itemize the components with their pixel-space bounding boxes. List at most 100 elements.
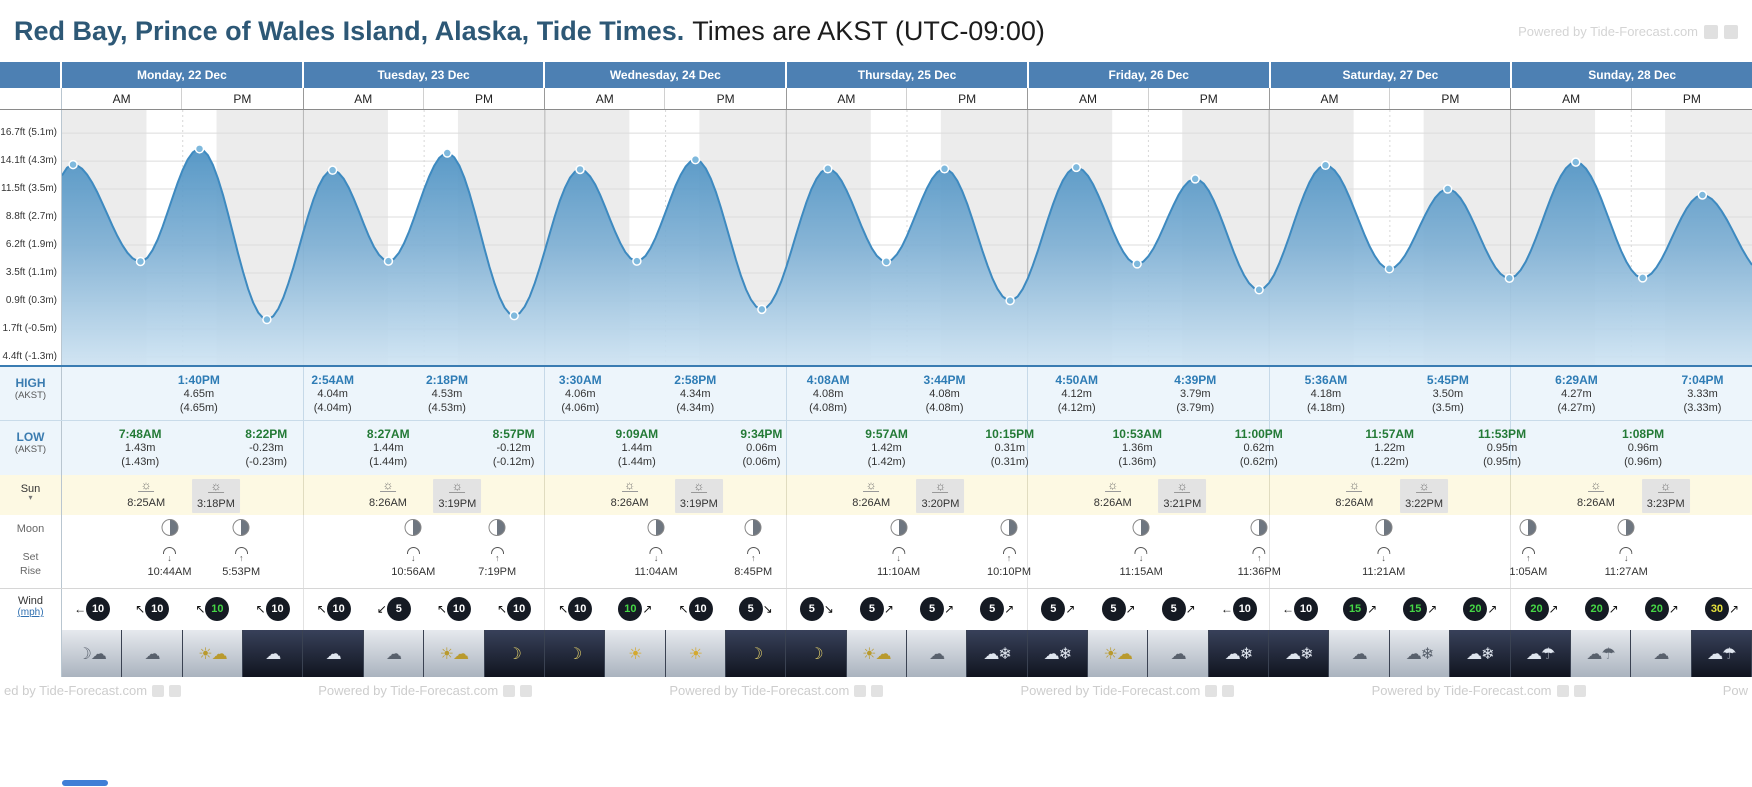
weather-icon-tile: ☁ xyxy=(363,630,425,677)
moon-setrise-entry: ↓ 11:04AM xyxy=(634,547,678,580)
tide-height-m: 1.36m xyxy=(1121,442,1153,454)
tide-height-m-paren: (4.65m) xyxy=(179,401,218,414)
tide-height-m: 0.31m xyxy=(994,442,1026,454)
weather-day-cell: ☁❄ ☀☁ ☁ ☁❄ xyxy=(1027,630,1270,677)
social-icon[interactable] xyxy=(1205,684,1218,697)
footer-watermark-link[interactable]: Pow xyxy=(1723,683,1748,698)
moon-day-cell xyxy=(304,515,546,543)
footer-watermark-link[interactable]: Powered by Tide-Forecast.com xyxy=(318,683,533,698)
moon-setrise-arrow-icon: ↑ xyxy=(1526,553,1531,563)
row-label-akst: (AKST) xyxy=(14,444,47,455)
moon-setrise-time: 7:19PM xyxy=(478,566,517,578)
wind-row: Wind (mph) ← 10 ↖ 10 ↖ 10 ↖ 10 ↖ 10 ↙ 5 ↖ 10 ↖ 10 ↖ 10 10 ↗ ↖ 1… xyxy=(0,588,1752,630)
wind-entry: ← 10 xyxy=(1282,597,1318,621)
day-label: Sunday, 28 Dec xyxy=(1588,68,1677,82)
wind-speed-badge: 5 xyxy=(799,597,824,621)
am-label: AM xyxy=(787,88,908,109)
tide-low-entry: 11:00PM 0.62m (0.62m) xyxy=(1235,427,1283,470)
moon-setrise-arrow-icon: ↓ xyxy=(167,553,172,563)
wind-speed-badge: 30 xyxy=(1704,597,1729,621)
wind-direction-icon: ↗ xyxy=(1185,602,1196,616)
wind-entry: 5 ↗ xyxy=(1161,597,1196,621)
social-icon[interactable] xyxy=(152,684,165,697)
moon-phase-icon xyxy=(1617,519,1635,536)
tide-height-m-paren: (-0.23m) xyxy=(245,455,288,468)
footer-watermarks: ed by Tide-Forecast.com Powered by Tide-F… xyxy=(0,677,1752,704)
tide-high-entry: 6:29AM 4.27m (4.27m) xyxy=(1555,373,1598,416)
wind-speed-badge: 10 xyxy=(1293,597,1318,621)
pm-label: PM xyxy=(475,92,493,106)
sunset-icon: ☼ xyxy=(932,480,949,493)
sunset-entry: ☼ 3:23PM xyxy=(1641,479,1690,513)
tide-height-m-paren: (4.08m) xyxy=(925,401,964,414)
weather-icon: ☁ xyxy=(1653,645,1669,663)
tide-high-entry: 5:36AM 4.18m (4.18m) xyxy=(1305,373,1348,416)
social-icon[interactable] xyxy=(1222,684,1235,697)
wind-speed-badge: 20 xyxy=(1524,597,1549,621)
wind-entry: ← 10 xyxy=(1221,597,1257,621)
social-icon[interactable] xyxy=(1724,24,1738,39)
sunset-time: 3:19PM xyxy=(679,498,718,510)
social-icon[interactable] xyxy=(1573,684,1586,697)
tide-height-m-paren: (4.27m) xyxy=(1557,401,1596,414)
footer-watermark-link[interactable]: ed by Tide-Forecast.com xyxy=(4,683,182,698)
weather-icon-tile: ☀☁ xyxy=(846,630,907,677)
sunrise-entry: ☼ 8:26AM xyxy=(611,479,649,511)
wind-speed-badge: 10 xyxy=(326,597,351,621)
weather-icon-tile: ☁❄ xyxy=(1450,630,1511,677)
footer-watermark-link[interactable]: Powered by Tide-Forecast.com xyxy=(1020,683,1235,698)
sunrise-entry: ☼ 8:26AM xyxy=(1335,479,1373,511)
tide-height-m: 4.18m xyxy=(1310,388,1342,400)
day-label: Tuesday, 23 Dec xyxy=(377,68,470,82)
moon-phase-icon xyxy=(404,519,422,536)
wind-direction-icon: ↘ xyxy=(823,602,834,616)
moon-setrise-entry: ↓ 11:27AM xyxy=(1605,547,1648,580)
day-label: Wednesday, 24 Dec xyxy=(609,68,721,82)
sun-label: Sun xyxy=(20,483,41,495)
footer-watermark-link[interactable]: Powered by Tide-Forecast.com xyxy=(1372,683,1586,698)
y-axis-label: 14.1ft (4.3m) xyxy=(0,155,57,167)
weather-icon: ☁ xyxy=(1170,645,1187,663)
moon-day-cell xyxy=(787,515,1029,543)
weather-icon: ☁ xyxy=(144,645,161,663)
tide-height-m: 1.22m xyxy=(1374,442,1405,454)
horizontal-scrollbar-thumb[interactable] xyxy=(62,780,108,786)
tide-height-m-paren: (1.42m) xyxy=(867,455,906,468)
weather-icon: ☽ xyxy=(507,645,522,663)
social-icon[interactable] xyxy=(169,684,182,697)
social-icon[interactable] xyxy=(520,684,533,697)
tide-day-cell: 1:08PM 0.96m (0.96m) xyxy=(1511,421,1752,475)
weather-icon: ☁❄ xyxy=(1466,645,1494,663)
tide-height-m-paren: (3.33m) xyxy=(1683,401,1722,414)
social-icon[interactable] xyxy=(1704,24,1718,39)
wind-unit-link[interactable]: (mph) xyxy=(17,607,44,618)
wind-entry: ↖ 10 xyxy=(497,597,532,621)
header-watermark-link[interactable]: Powered by Tide-Forecast.com xyxy=(1518,24,1738,39)
wind-direction-icon: ↖ xyxy=(255,602,266,616)
watermark-text: Powered by Tide-Forecast.com xyxy=(1518,24,1698,39)
social-icon[interactable] xyxy=(503,684,516,697)
day-label: Thursday, 25 Dec xyxy=(857,68,957,82)
wind-speed-badge: 5 xyxy=(1101,597,1126,621)
day-label: Friday, 26 Dec xyxy=(1108,68,1189,82)
social-icon[interactable] xyxy=(1556,684,1569,697)
row-label-wind: Wind (mph) xyxy=(0,589,62,630)
footer-watermark-text: Powered by Tide-Forecast.com xyxy=(669,683,850,698)
tide-time: 2:54AM xyxy=(311,373,355,387)
footer-watermark-link[interactable]: Powered by Tide-Forecast.com xyxy=(669,683,884,698)
setrise-day-cell: ↓ 10:56AM ↑ 7:19PM xyxy=(304,543,546,588)
wind-speed-badge: 5 xyxy=(980,597,1005,621)
weather-day-cell: ☁ ☁ ☀☁ ☽ xyxy=(303,630,545,677)
sunrise-time: 8:26AM xyxy=(1335,497,1374,509)
sunset-icon: ☼ xyxy=(690,480,707,493)
weather-icon: ☽ xyxy=(567,645,582,663)
tide-time: 8:57PM xyxy=(492,427,535,441)
sunrise-entry: ☼ 8:26AM xyxy=(1577,479,1615,511)
moon-setrise-entry: ↓ 11:21AM xyxy=(1362,547,1405,580)
social-icon[interactable] xyxy=(871,684,884,697)
sun-caret-icon: ▾ xyxy=(28,493,33,502)
page-subtitle: Times are AKST (UTC-09:00) xyxy=(692,15,1045,46)
tide-high-entry: 4:39PM 3.79m (3.79m) xyxy=(1174,373,1216,416)
social-icon[interactable] xyxy=(854,684,867,697)
